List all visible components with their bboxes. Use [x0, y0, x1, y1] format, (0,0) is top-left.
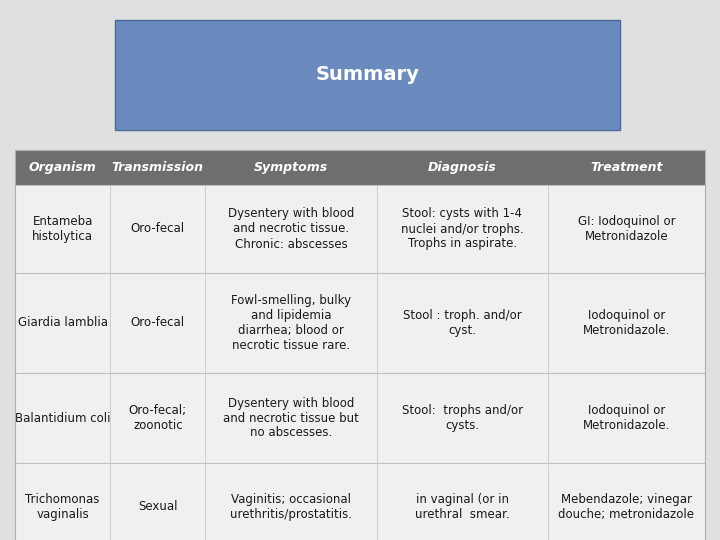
Text: Sexual: Sexual — [138, 501, 178, 514]
Text: Symptoms: Symptoms — [254, 161, 328, 174]
Text: Fowl-smelling, bulky
and lipidemia
diarrhea; blood or
necrotic tissue rare.: Fowl-smelling, bulky and lipidemia diarr… — [231, 294, 351, 352]
Text: Giardia lamblia: Giardia lamblia — [17, 316, 107, 329]
Text: Stool: cysts with 1-4
nuclei and/or trophs.
Trophs in aspirate.: Stool: cysts with 1-4 nuclei and/or trop… — [401, 207, 523, 251]
Text: Vaginitis; occasional
urethritis/prostatitis.: Vaginitis; occasional urethritis/prostat… — [230, 493, 352, 521]
Text: Treatment: Treatment — [590, 161, 662, 174]
Text: Stool : troph. and/or
cyst.: Stool : troph. and/or cyst. — [402, 309, 521, 337]
Text: in vaginal (or in
urethral  smear.: in vaginal (or in urethral smear. — [415, 493, 510, 521]
Bar — [15, 150, 705, 185]
Text: Mebendazole; vinegar
douche; metronidazole: Mebendazole; vinegar douche; metronidazo… — [558, 493, 694, 521]
Text: Dysentery with blood
and necrotic tissue.
Chronic: abscesses: Dysentery with blood and necrotic tissue… — [228, 207, 354, 251]
Text: Oro-fecal: Oro-fecal — [131, 222, 185, 235]
Text: Organism: Organism — [29, 161, 96, 174]
Bar — [115, 20, 620, 130]
Text: Oro-fecal;
zoonotic: Oro-fecal; zoonotic — [129, 404, 187, 432]
Bar — [15, 463, 705, 540]
Bar — [15, 373, 705, 463]
Text: Stool:  trophs and/or
cysts.: Stool: trophs and/or cysts. — [402, 404, 523, 432]
Text: Balantidium coli: Balantidium coli — [15, 411, 110, 424]
Text: Dysentery with blood
and necrotic tissue but
no abscesses.: Dysentery with blood and necrotic tissue… — [223, 396, 359, 440]
Text: Entameba
histolytica: Entameba histolytica — [32, 215, 93, 243]
Text: GI: Iodoquinol or
Metronidazole: GI: Iodoquinol or Metronidazole — [577, 215, 675, 243]
Text: Transmission: Transmission — [112, 161, 204, 174]
Text: Trichomonas
vaginalis: Trichomonas vaginalis — [25, 493, 100, 521]
Text: Summary: Summary — [315, 65, 420, 84]
Text: Oro-fecal: Oro-fecal — [131, 316, 185, 329]
Bar — [15, 185, 705, 273]
Bar — [15, 150, 705, 540]
Text: Iodoquinol or
Metronidazole.: Iodoquinol or Metronidazole. — [582, 309, 670, 337]
Text: Iodoquinol or
Metronidazole.: Iodoquinol or Metronidazole. — [582, 404, 670, 432]
Text: Diagnosis: Diagnosis — [428, 161, 497, 174]
Bar — [15, 273, 705, 373]
